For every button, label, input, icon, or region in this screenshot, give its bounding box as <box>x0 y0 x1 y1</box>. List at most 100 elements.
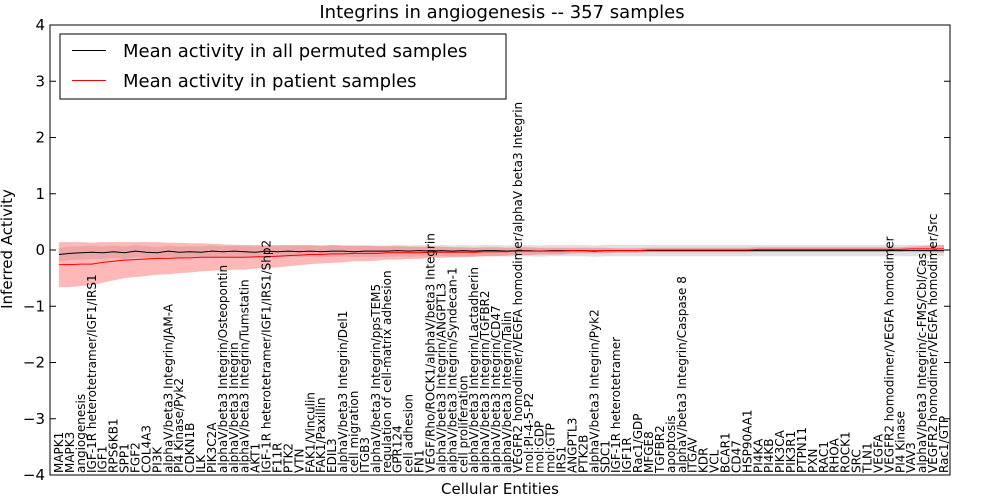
x-tick-label: Rac1/GDP <box>631 414 645 473</box>
x-tick-label: VAV3 <box>904 442 918 473</box>
y-tick-label: −1 <box>23 297 45 315</box>
x-tick-label: mol:GTP <box>544 423 558 473</box>
chart-title: Integrins in angiogenesis -- 357 samples <box>319 2 684 23</box>
x-tick-label: MFGE8 <box>642 431 656 473</box>
x-tick-label: angiogenesis <box>74 394 88 473</box>
x-tick-label: alphaV/beta3 Integrin/TGFBR2 <box>478 290 492 473</box>
legend-label-patient: Mean activity in patient samples <box>123 71 417 92</box>
x-tick-label: alphaV/beta3 Integrin/Talin <box>500 311 514 473</box>
x-tick-label: FN1 <box>413 449 427 473</box>
x-tick-label: alphaV/beta3 Integrin/Syndecan-1 <box>445 267 459 473</box>
legend-label-permuted: Mean activity in all permuted samples <box>123 41 467 62</box>
x-tick-label: PTK2 <box>281 443 295 473</box>
line-series-0 <box>58 250 944 255</box>
y-tick-label: 2 <box>35 129 45 147</box>
x-tick-label: KDR <box>697 448 711 473</box>
x-tick-label: CDKN1B <box>183 423 197 473</box>
plot-frame <box>49 24 951 476</box>
x-tick-label: RAC1 <box>817 441 831 473</box>
x-tick-label: VEGFR2 homodimer/VEGFA homodimer <box>882 236 896 473</box>
x-tick-label: Rac1/GTP <box>937 416 951 473</box>
x-tick-label: PI4 Kinase <box>893 411 907 473</box>
x-tick-label: PTK2B <box>576 435 590 473</box>
legend-box <box>59 33 507 100</box>
x-tick-label: RPS6KB1 <box>107 418 121 473</box>
y-tick-label: −2 <box>23 354 45 372</box>
x-tick-label: VEGFR2 homodimer/VEGFA homodimer/Src <box>926 213 940 473</box>
x-tick-label: HSP90AA1 <box>740 409 754 473</box>
x-tick-label: VEGFA <box>871 433 885 473</box>
x-tick-label: FAK1/Vinculin <box>303 392 317 473</box>
x-tick-label: BCAR1 <box>719 432 733 473</box>
x-tick-label: COL4A3 <box>139 425 153 473</box>
x-tick-label: PI4 Kinase/Pyk2 <box>172 378 186 473</box>
legend: Mean activity in all permuted samples Me… <box>59 33 507 100</box>
x-tick-label: ROCK1 <box>839 431 853 473</box>
x-tick-label: alphaV/beta3 Integrin/ppsTEM5 <box>369 284 383 473</box>
x-tick-label: PI3K <box>150 446 164 473</box>
y-axis-ticks: −4 −3 −2 −1 0 1 2 3 4 <box>23 16 950 484</box>
y-tick-label: −4 <box>23 466 45 484</box>
x-tick-label: IGF1 <box>96 446 110 473</box>
x-tick-label: alphaV/beta3 Integrin/ANGPTL3 <box>434 283 448 473</box>
x-tick-label: alphaV/beta3 Integrin <box>227 342 241 473</box>
x-tick-label: VEGFR2 homodimer/VEGFA homodimer/alphaV … <box>511 102 525 473</box>
x-tick-label: PTPN11 <box>795 427 809 473</box>
x-tick-label: cell proliferation <box>456 375 470 473</box>
band-series-0 <box>59 244 944 262</box>
series-lines <box>58 248 944 266</box>
x-tick-label: PIK3C2A <box>205 422 219 473</box>
x-tick-label: cell adhesion <box>402 394 416 473</box>
x-tick-label: mol:PI-4-5-P2 <box>522 393 536 473</box>
x-tick-label: IGF1R <box>620 437 634 473</box>
x-tick-label: GPR124 <box>391 425 405 473</box>
x-tick-label: MAPK1 <box>52 432 66 473</box>
x-tick-label: alphaV/beta3 Integrin/c-FMS/Cbl/Cas <box>915 253 929 473</box>
x-tick-label: RHOA <box>828 437 842 473</box>
y-tick-label: −3 <box>23 410 45 428</box>
x-tick-label: TLN1 <box>861 442 875 474</box>
x-tick-label: MAPK3 <box>63 432 77 473</box>
x-tick-label: VCL <box>708 449 722 473</box>
x-tick-label: VTN <box>292 448 306 473</box>
x-tick-label: alphaV/beta3 Integrin/CD47 <box>489 305 503 473</box>
x-axis-label: Cellular Entities <box>441 480 559 498</box>
x-tick-label: PI4KA <box>751 438 765 473</box>
band-series-1 <box>59 242 944 288</box>
line-series-1 <box>59 248 944 266</box>
x-tick-label: ITGAV <box>686 436 700 473</box>
x-tick-label: AKT1 <box>249 443 263 473</box>
x-tick-label: ILK <box>194 454 208 473</box>
x-tick-label: SRC <box>850 449 864 473</box>
y-tick-label: 1 <box>35 185 45 203</box>
y-axis-label: Inferred Activity <box>0 189 16 309</box>
x-tick-label: cell migration <box>347 391 361 473</box>
y-tick-label: 0 <box>35 241 45 259</box>
x-tick-label: PI4KB <box>762 438 776 473</box>
x-tick-label: IGF-1R heterotetramer <box>609 337 623 473</box>
x-tick-label: mol:GDP <box>533 421 547 473</box>
x-tick-label: IRS1 <box>555 446 569 473</box>
x-tick-label: alphaV/beta3 Integrin/JAM-A <box>161 303 175 473</box>
y-tick-label: 3 <box>35 72 45 90</box>
x-tick-label: FGF2 <box>129 442 143 473</box>
x-tick-label: EDIL3 <box>325 438 339 473</box>
x-tick-label: SPP1 <box>118 443 132 473</box>
x-tick-label: VEGF/Rho/ROCK1/alphaV/beta3 Integrin <box>424 233 438 473</box>
x-tick-label: CD47 <box>729 440 743 473</box>
x-tick-label: alphaV/beta3 Integrin/Caspase 8 <box>675 276 689 473</box>
x-tick-label: alphaV/beta3 Integrin/Tumstatin <box>238 279 252 473</box>
x-tick-label: alphaV/beta3 Integrin/Lactadherin <box>467 267 481 473</box>
x-tick-label: PXN <box>806 449 820 473</box>
x-tick-label: IGF-1R heterotetramer/IGF1/IRS1 <box>85 274 99 473</box>
x-tick-label: ANGPTL3 <box>566 418 580 473</box>
x-tick-label: FAK1/Paxillin <box>314 397 328 473</box>
y-tick-label: 4 <box>35 16 45 34</box>
x-tick-label: apoptosis <box>664 415 678 473</box>
x-tick-label: regulation of cell-matrix adhesion <box>380 270 394 473</box>
x-tick-label: ITGB3 <box>358 437 372 473</box>
x-tick-label: SDC1 <box>598 440 612 473</box>
x-tick-label: TGFBR2 <box>653 425 667 474</box>
x-tick-label: alphaV/beta3 Integrin/Del1 <box>336 311 350 473</box>
